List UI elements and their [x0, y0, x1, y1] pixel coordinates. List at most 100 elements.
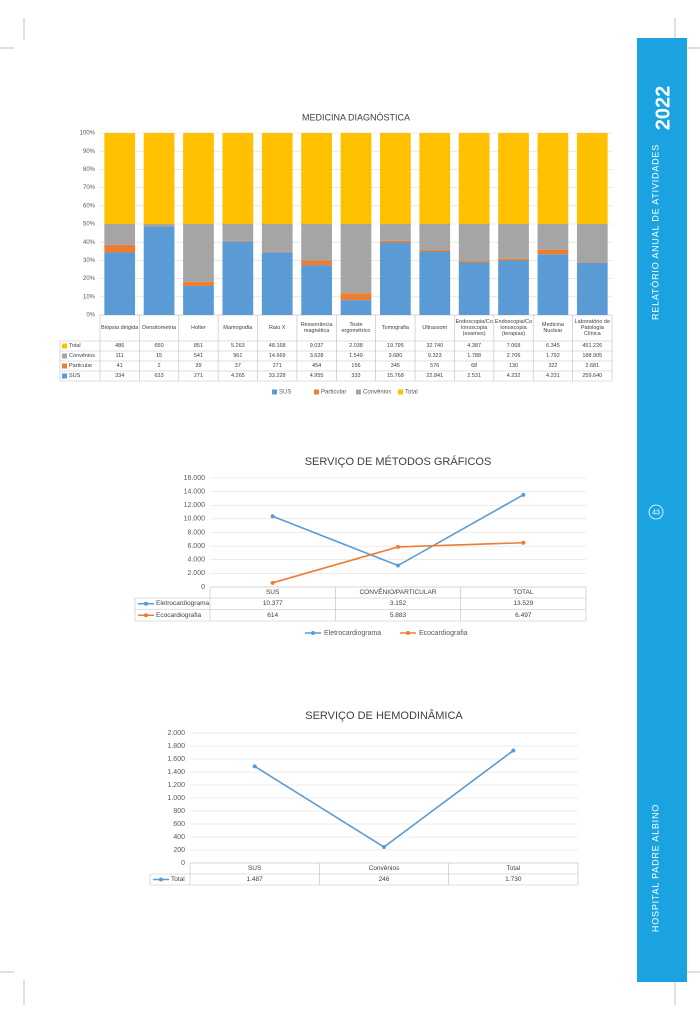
category-label: Total [506, 864, 521, 872]
table-value: 1.730 [505, 875, 522, 883]
table-value: 15.768 [386, 372, 404, 379]
legend-label: Total [405, 390, 418, 396]
table-value: 37 [234, 362, 241, 369]
bar-segment [380, 240, 411, 243]
row-label: Total [69, 342, 81, 349]
table-value: 32.740 [426, 342, 444, 349]
category-label: Endoscopia/Colonoscopia (exames) [455, 318, 493, 338]
category-label: Laboratório de Patologia Clínica [574, 318, 611, 338]
category-label: Holter [191, 324, 206, 331]
table-value: 5.883 [389, 611, 407, 619]
hospital-name: HOSPITAL PADRE ALBINO [650, 804, 660, 932]
bar-segment [537, 254, 569, 315]
table-value: 322 [548, 362, 558, 369]
table-value: 156 [351, 362, 361, 369]
bar-segment [143, 133, 175, 224]
chart-title: MEDICINA DIAGNÓSTICA [302, 112, 410, 122]
table-value: 7.068 [506, 342, 521, 349]
table-value: 614 [267, 611, 279, 619]
bar-segment [301, 224, 332, 261]
bar-segment [340, 293, 372, 301]
bar-segment [261, 133, 293, 224]
bar-segment [261, 252, 293, 315]
bar-segment [222, 224, 254, 241]
table-value: 33.228 [268, 372, 286, 379]
category-label: SUS [247, 864, 262, 872]
y-tick-label: 90% [83, 149, 96, 155]
bar-segment [301, 133, 332, 224]
bar-segment [261, 224, 293, 252]
table-value: 13.529 [513, 600, 534, 608]
legend-marker [311, 631, 315, 635]
y-tick-label: 6.000 [187, 543, 205, 550]
marker [270, 514, 275, 519]
legend-swatch [398, 389, 403, 395]
category-label: Convênios [368, 864, 400, 872]
y-tick-label: 400 [173, 834, 185, 841]
bar-segment [340, 300, 372, 315]
y-tick-label: 10% [83, 294, 96, 300]
table-value: 576 [430, 362, 440, 369]
table-value: 4.265 [230, 372, 245, 379]
table-value: 15 [156, 352, 163, 359]
bar-segment [498, 260, 529, 315]
bar-segment [143, 226, 175, 315]
legend-swatch [62, 343, 67, 349]
bar-segment [301, 265, 332, 315]
bar-segment [340, 133, 372, 224]
bar-segment [419, 251, 451, 315]
bar-segment [143, 224, 175, 227]
category-label: Raio X [268, 324, 286, 331]
y-tick-label: 80% [83, 167, 96, 173]
y-tick-label: 0% [86, 313, 95, 319]
y-tick-label: 200 [173, 847, 185, 854]
legend-swatch [62, 363, 67, 369]
table-value: 2.706 [506, 352, 521, 359]
bar-segment [183, 281, 214, 287]
table-value: 4.955 [309, 372, 324, 379]
marker [511, 748, 516, 753]
table-value: 961 [233, 352, 243, 359]
table-value: 541 [193, 352, 204, 359]
y-tick-label: 12.000 [184, 502, 206, 509]
table-value: 2.531 [467, 372, 482, 379]
bar-segment [537, 249, 569, 255]
y-tick-label: 800 [173, 808, 185, 815]
bar-segment [537, 224, 569, 250]
bar-segment [576, 133, 608, 224]
category-label: Densitometria [142, 324, 177, 331]
table-value: 259.640 [582, 372, 603, 379]
table-value: 1.792 [546, 352, 560, 359]
table-value: 22.841 [426, 372, 444, 379]
table-value: 3.152 [389, 600, 407, 608]
bar-segment [380, 224, 411, 241]
row-label: SUS [69, 372, 81, 379]
table-value: 345 [390, 362, 400, 369]
legend-marker [159, 877, 163, 882]
table-value: 333 [351, 372, 361, 379]
table-value: 851 [193, 342, 204, 349]
table-value: 130 [508, 362, 519, 369]
y-tick-label: 1.400 [167, 769, 185, 776]
bar-segment [498, 258, 529, 261]
y-tick-label: 10.000 [184, 516, 206, 523]
bar-segment [458, 262, 490, 315]
table-value: 650 [154, 342, 164, 349]
bar-segment [419, 133, 451, 224]
legend-swatch [356, 389, 361, 395]
y-tick-label: 40% [83, 240, 96, 246]
category-label: TOTAL [513, 588, 534, 596]
category-label: Biópsia dirigida [101, 324, 139, 331]
year: 2022 [652, 86, 674, 131]
bar-segment [104, 252, 136, 315]
bar-segment [261, 251, 293, 253]
table-value: 9.037 [309, 342, 324, 349]
legend-label: Particular [321, 390, 346, 396]
bar-segment [222, 241, 254, 315]
bar-segment [222, 240, 254, 242]
bar-segment [498, 133, 529, 224]
category-label: SUS [265, 588, 280, 596]
category-label: Ressonância magnética [300, 321, 333, 334]
